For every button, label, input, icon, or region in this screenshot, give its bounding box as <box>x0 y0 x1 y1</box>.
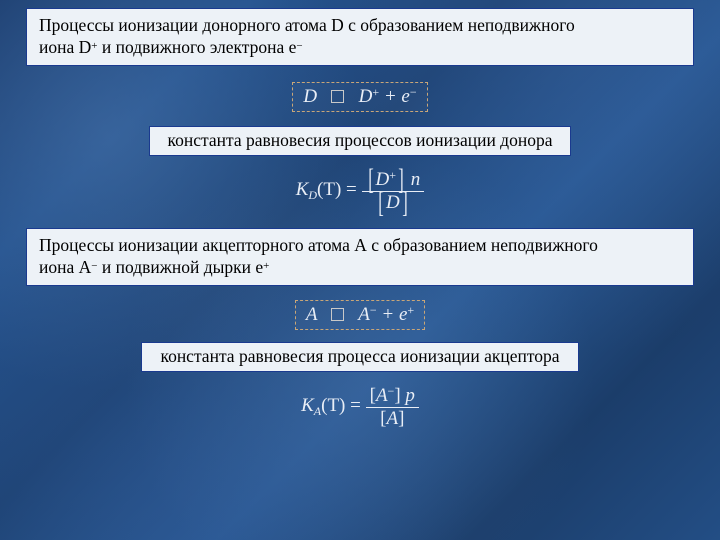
eq3-plus: + <box>377 304 399 325</box>
donor-line1: Процессы ионизации донорного атома D с о… <box>39 15 575 35</box>
eq2-numsup: + <box>389 168 396 182</box>
donor-reaction-equation: D D+ + e− <box>292 82 427 112</box>
eq3-rhs2-sup: + <box>407 303 414 317</box>
eq1-rhs2: e <box>401 86 409 107</box>
acceptor-const-label: константа равновесия процесса ионизации … <box>160 346 559 366</box>
acceptor-const-label-box: константа равновесия процесса ионизации … <box>141 342 578 372</box>
eq4-K: K <box>301 395 314 416</box>
donor-const-equation: KD(T) = [D+] n[D] <box>296 179 425 200</box>
donor-const-label: константа равновесия процессов ионизации… <box>168 130 553 150</box>
eq2-paren: (T) = <box>317 179 361 200</box>
eq2-numtrail: n <box>406 169 420 190</box>
acceptor-line2b: и подвижной дырки e <box>97 257 263 277</box>
eq1-rhs2-sup: − <box>410 85 417 99</box>
acceptor-reaction-equation: A A− + e+ <box>295 300 425 330</box>
reversible-arrow-icon <box>331 90 344 103</box>
eq1-lhs: D <box>303 86 317 107</box>
acceptor-description-box: Процессы ионизации акцепторного атома А … <box>26 228 694 286</box>
eq1-plus: + <box>379 86 401 107</box>
donor-line2b: и подвижного электрона e <box>97 37 296 57</box>
acceptor-const-equation: KA(T) = [A−] p[A] <box>301 395 419 416</box>
eq4-denvar: A <box>386 408 398 429</box>
eq4-paren: (T) = <box>321 395 365 416</box>
eq4-numvar: A <box>376 385 388 406</box>
eq1-rhs1: D <box>359 86 373 107</box>
donor-line2a: иона D <box>39 37 91 57</box>
eq4-numtrail: p <box>401 385 415 406</box>
acceptor-line1: Процессы ионизации акцепторного атома А … <box>39 235 598 255</box>
sup-eminus: − <box>296 40 302 52</box>
eq2-K: K <box>296 179 309 200</box>
acceptor-line2a: иона А <box>39 257 91 277</box>
eq3-rhs1: A <box>358 304 370 325</box>
donor-const-label-box: константа равновесия процессов ионизации… <box>149 126 572 156</box>
donor-description-box: Процессы ионизации донорного атома D с о… <box>26 8 694 66</box>
sup-eplus: + <box>263 260 269 272</box>
eq3-rhs1-sup: − <box>370 303 377 317</box>
eq2-Ksub: D <box>308 188 317 202</box>
eq3-lhs: A <box>306 304 317 325</box>
reversible-arrow-icon <box>331 308 344 321</box>
